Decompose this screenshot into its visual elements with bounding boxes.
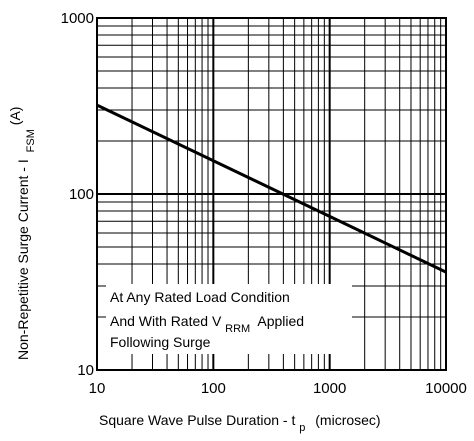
x-tick-label: 10000 [425,380,467,397]
x-tick-label: 10 [89,380,106,397]
annotation-line-2-sub: RRM [225,323,250,335]
y-tick-label: 100 [69,186,94,203]
annotation-line-2: And With Rated V RRM Applied [110,313,304,335]
series-layer [96,103,447,274]
annotation-box [106,284,352,354]
plot-frame [96,17,447,371]
annotation-line-2-post: Applied [257,313,304,329]
annotation-line-1: At Any Rated Load Condition [110,289,290,305]
x-axis-title-unit: (microsec) [315,412,380,428]
x-axis-title: Square Wave Pulse Duration - t p (micros… [99,412,381,434]
x-axis-title-main: Square Wave Pulse Duration - t [99,412,295,428]
x-tick-label: 1000 [313,380,346,397]
x-tick-label: 100 [201,380,226,397]
tick-labels: 10 100 1000 10000 10 100 1000 [61,10,467,397]
y-axis-title-sub: FSM [25,129,37,152]
y-axis-title: Non-Repetitive Surge Current - I FSM (A) [7,107,37,360]
y-tick-label: 10 [77,362,94,379]
annotation-line-3: Following Surge [110,334,211,350]
y-axis-title-unit: (A) [7,107,23,126]
y-tick-label: 1000 [61,10,94,27]
x-axis-title-sub: p [299,422,305,434]
series-line-0 [96,103,447,274]
y-axis-title-main: Non-Repetitive Surge Current - I [15,159,31,360]
annotation-line-2-pre: And With Rated V [110,313,222,329]
